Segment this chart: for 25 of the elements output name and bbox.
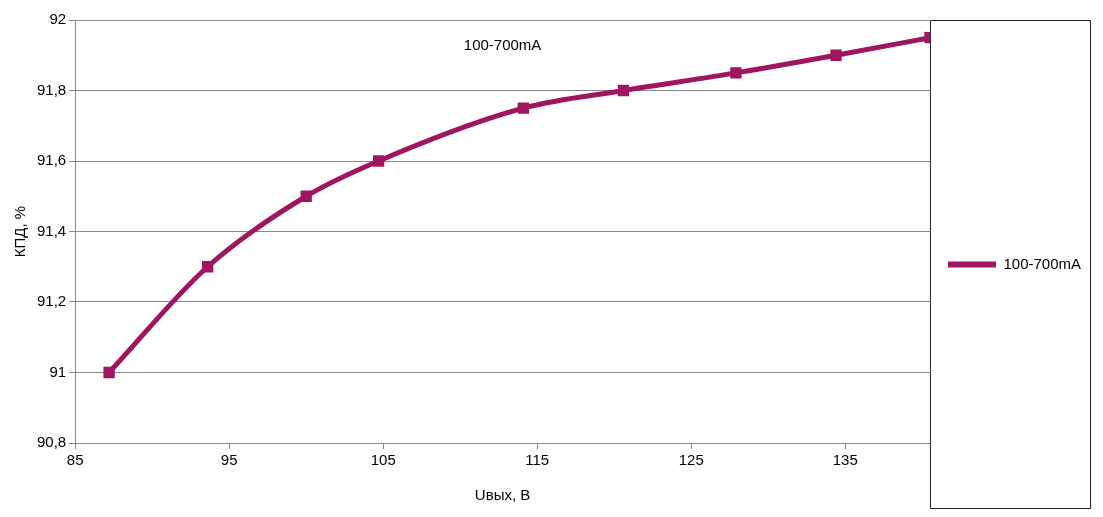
point <box>300 190 312 202</box>
point <box>830 49 842 61</box>
y-tick-label: 91 <box>49 362 67 380</box>
x-tick-label: 115 <box>525 451 550 469</box>
y-tick-label: 92 <box>49 10 67 28</box>
y-tick-label: 91,2 <box>36 292 67 310</box>
y-tick-label: 91,4 <box>36 221 67 239</box>
point <box>517 102 530 114</box>
point <box>730 67 742 79</box>
point <box>617 84 630 97</box>
x-tick-label: 95 <box>220 451 238 469</box>
y-tick-label: 91,6 <box>36 151 67 169</box>
y-tick-label: 91,8 <box>36 80 67 98</box>
point <box>201 261 214 273</box>
point <box>103 366 115 379</box>
y-axis-title: КПД, % <box>11 205 29 258</box>
x-tick-label: 135 <box>832 451 858 469</box>
x-tick-label: 105 <box>370 451 396 469</box>
y-tick-label: 90,8 <box>36 433 67 451</box>
point <box>372 155 385 167</box>
legend-label: 100-700mA <box>1003 254 1082 272</box>
x-axis-title: Uвых, В <box>474 486 531 504</box>
annotation: 100-700mA <box>463 36 542 54</box>
x-tick-label: 125 <box>678 451 704 469</box>
x-tick-label: 85 <box>66 451 84 469</box>
